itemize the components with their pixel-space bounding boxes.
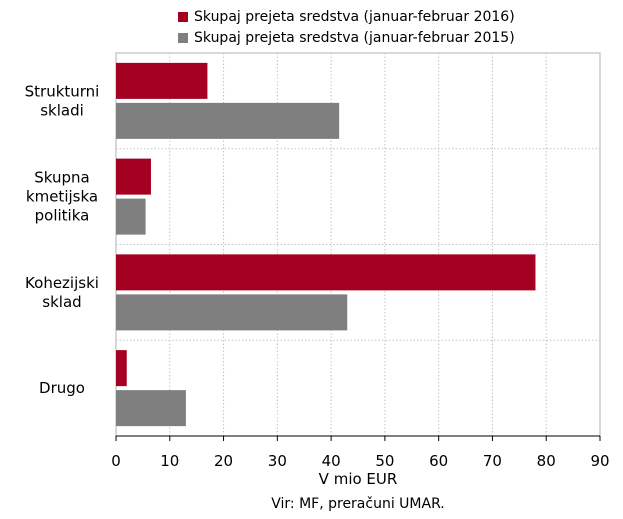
legend-item-2015: Skupaj prejeta sredstva (januar-februar … [178,27,515,48]
bar-2015 [116,390,186,427]
category-label-line: Strukturni [25,82,100,100]
legend-label-2015: Skupaj prejeta sredstva (januar-februar … [194,29,515,46]
category-label: Drugo [39,379,85,397]
x-tick-label: 50 [375,452,394,470]
category-label-line: politika [35,207,90,225]
category-label: Skupna kmetijska politika [26,169,98,225]
legend-swatch-2016 [178,11,188,22]
x-tick-label: 20 [214,452,233,470]
category-label-line: skladi [40,101,84,119]
bar-2016 [116,158,151,195]
legend-item-2016: Skupaj prejeta sredstva (januar-februar … [178,6,515,27]
x-tick-label: 30 [268,452,287,470]
legend-label-2016: Skupaj prejeta sredstva (januar-februar … [194,8,515,25]
x-tick-label: 90 [590,452,609,470]
x-tick-label: 70 [483,452,502,470]
legend-swatch-2015 [178,32,188,43]
bar-2015 [116,294,348,331]
bar-2016 [116,254,536,291]
category-label: Kohezijski sklad [25,274,99,311]
category-label-line: sklad [42,293,81,311]
x-tick-label: 40 [322,452,341,470]
bar-2015 [116,198,146,235]
source-note: Vir: MF, preračuni UMAR. [271,496,445,512]
category-label-line: Drugo [39,379,85,397]
x-tick-label: 10 [160,452,179,470]
x-tick-label: 80 [537,452,556,470]
category-label: Strukturni skladi [25,82,100,119]
bar-2016 [116,350,127,387]
legend: Skupaj prejeta sredstva (januar-februar … [178,6,515,48]
bar-2015 [116,102,340,139]
category-label-line: kmetijska [26,188,98,206]
x-tick-label: 0 [111,452,121,470]
bar-2016 [116,62,208,99]
x-tick-label: 60 [429,452,448,470]
x-axis-title: V mio EUR [319,470,398,488]
category-label-line: Kohezijski [25,274,99,292]
category-label-line: Skupna [34,169,89,187]
